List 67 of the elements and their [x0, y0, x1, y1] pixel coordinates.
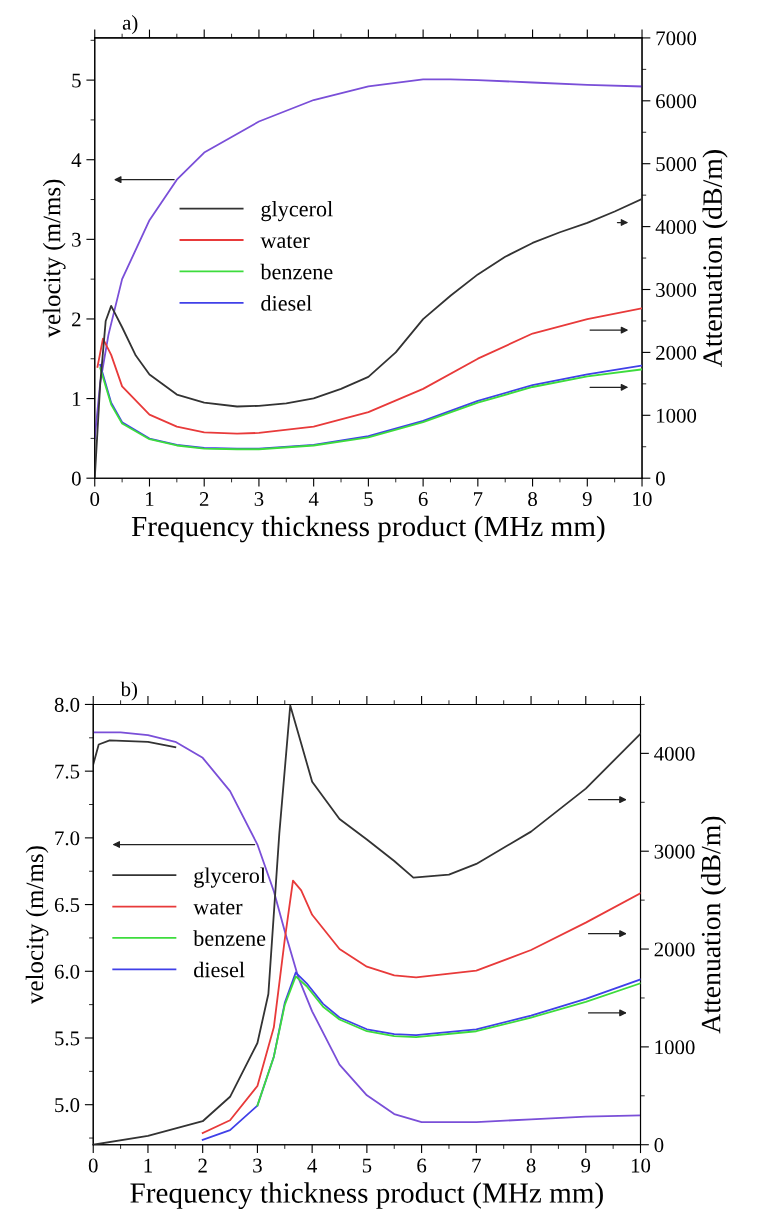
y2-tick-label: 0	[656, 471, 665, 486]
y-tick-label: 6.5	[54, 898, 80, 913]
y-tick-label: 4	[71, 153, 82, 167]
x-tick-label: 0	[90, 491, 100, 507]
y2-tick-label: 0	[654, 1138, 664, 1153]
x-tick-label: 5	[362, 1158, 372, 1173]
y2-tick-label: 5000	[656, 157, 697, 172]
y2-tick-label: 2000	[656, 345, 697, 360]
x-tick-label: 6	[418, 492, 428, 507]
y-tick-label: 2	[72, 312, 81, 327]
x-tick-label: 6	[417, 1158, 427, 1173]
legend-label: diesel	[261, 295, 312, 311]
chart-title: a)	[122, 15, 138, 35]
y-tick-label: 0	[71, 471, 81, 486]
legend-label: glycerol	[261, 200, 333, 222]
x-tick-label: 3	[254, 492, 264, 507]
legend-label: water	[260, 235, 310, 249]
x-tick-label: 7	[472, 1158, 481, 1173]
x-tick-label: 8	[528, 491, 537, 507]
y-tick-label: 5.0	[55, 1098, 80, 1113]
x-tick-label: 5	[364, 492, 373, 507]
legend-label: water	[193, 901, 243, 915]
x-axis-title: Frequency thickness product (MHz mm)	[131, 515, 605, 543]
y2-tick-label: 1000	[657, 408, 697, 423]
x-axis-title: Frequency thickness product (MHz mm)	[130, 1182, 603, 1209]
x-tick-label: 10	[631, 1158, 651, 1173]
line-series	[93, 739, 177, 766]
x-tick-label: 2	[199, 492, 209, 506]
y-tick-label: 1	[72, 392, 81, 406]
y-tick-label: 5.5	[55, 1031, 80, 1046]
y-tick-label: 8.0	[54, 697, 80, 712]
y2-tick-label: 1000	[655, 1040, 695, 1055]
legend-label: glycerol	[194, 867, 266, 888]
y-tick-label: 6.0	[54, 964, 80, 979]
x-tick-label: 9	[581, 1158, 591, 1173]
legend-label: benzene	[260, 263, 333, 280]
x-tick-label: 1	[144, 1158, 152, 1173]
y2-tick-label: 7000	[656, 31, 697, 46]
x-tick-label: 4	[307, 1158, 318, 1173]
x-tick-label: 3	[253, 1158, 262, 1173]
y-tick-label: 5	[72, 73, 81, 88]
line-series	[94, 78, 643, 440]
y-tick-label: 7.5	[55, 764, 80, 779]
x-tick-label: 1	[146, 492, 154, 506]
y-axis-title: velocity (m/ms)	[42, 179, 66, 338]
x-tick-label: 9	[582, 492, 592, 507]
y-tick-label: 7.0	[55, 831, 80, 846]
y2-tick-label: 6000	[656, 94, 697, 109]
line-series	[256, 975, 641, 1107]
x-tick-label: 0	[88, 1158, 98, 1173]
y2-axis-title: Attenuation (dB/m)	[700, 816, 727, 1034]
x-tick-label: 10	[633, 491, 652, 507]
y2-tick-label: 2000	[654, 942, 695, 957]
y2-tick-label: 4000	[654, 746, 695, 761]
y2-tick-label: 4000	[655, 219, 697, 235]
y2-axis-title: Attenuation (dB/m)	[702, 150, 728, 367]
x-tick-label: 7	[474, 492, 483, 506]
legend-label: benzene	[193, 930, 266, 946]
x-tick-label: 8	[526, 1158, 536, 1173]
x-tick-label: 4	[308, 492, 319, 506]
y-axis-title: velocity (m/ms)	[25, 846, 49, 1005]
y2-tick-label: 3000	[654, 844, 695, 859]
y2-tick-label: 3000	[656, 282, 697, 297]
x-tick-label: 2	[198, 1158, 207, 1173]
chart-title: b)	[120, 681, 138, 701]
legend-label: diesel	[194, 961, 245, 978]
y-tick-label: 3	[72, 232, 81, 247]
